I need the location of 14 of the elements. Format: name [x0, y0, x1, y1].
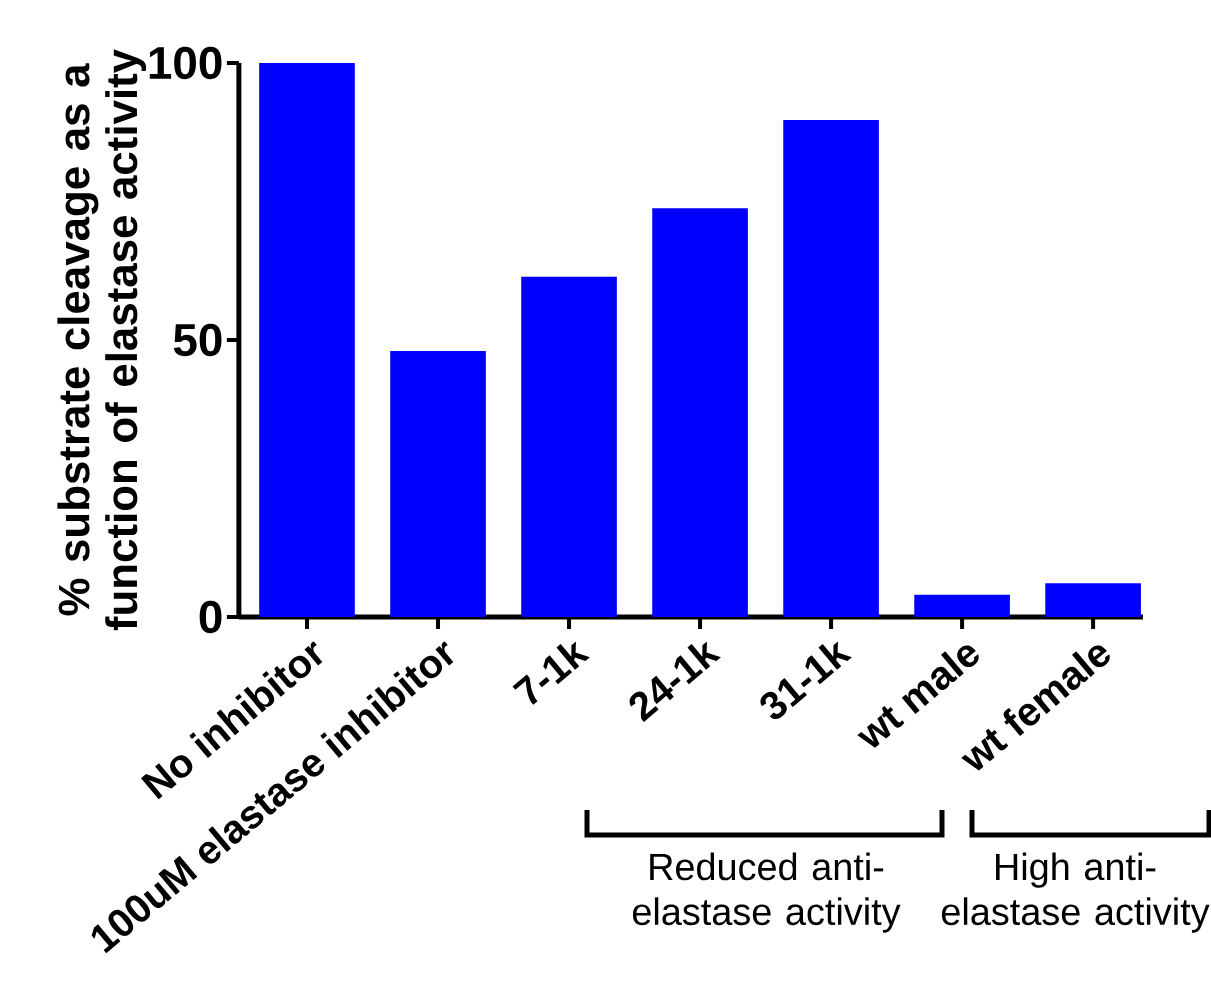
y-tick-label: 100	[149, 46, 222, 80]
bar	[914, 594, 1010, 617]
y-tick-label: 50	[173, 323, 222, 357]
text: Reduced anti-elastase activity	[632, 852, 901, 933]
bar	[783, 120, 879, 617]
y-axis-title: % substrate cleavage as a function of elastase activity	[57, 49, 147, 631]
y-tick-label: 0	[199, 600, 222, 634]
bar	[521, 276, 617, 617]
bar	[390, 351, 486, 617]
bar	[259, 62, 355, 617]
text: High anti-elastase activity	[941, 852, 1210, 933]
x-tick-label: 7-1k	[512, 641, 590, 705]
bar	[652, 208, 748, 617]
bar	[1045, 583, 1141, 617]
